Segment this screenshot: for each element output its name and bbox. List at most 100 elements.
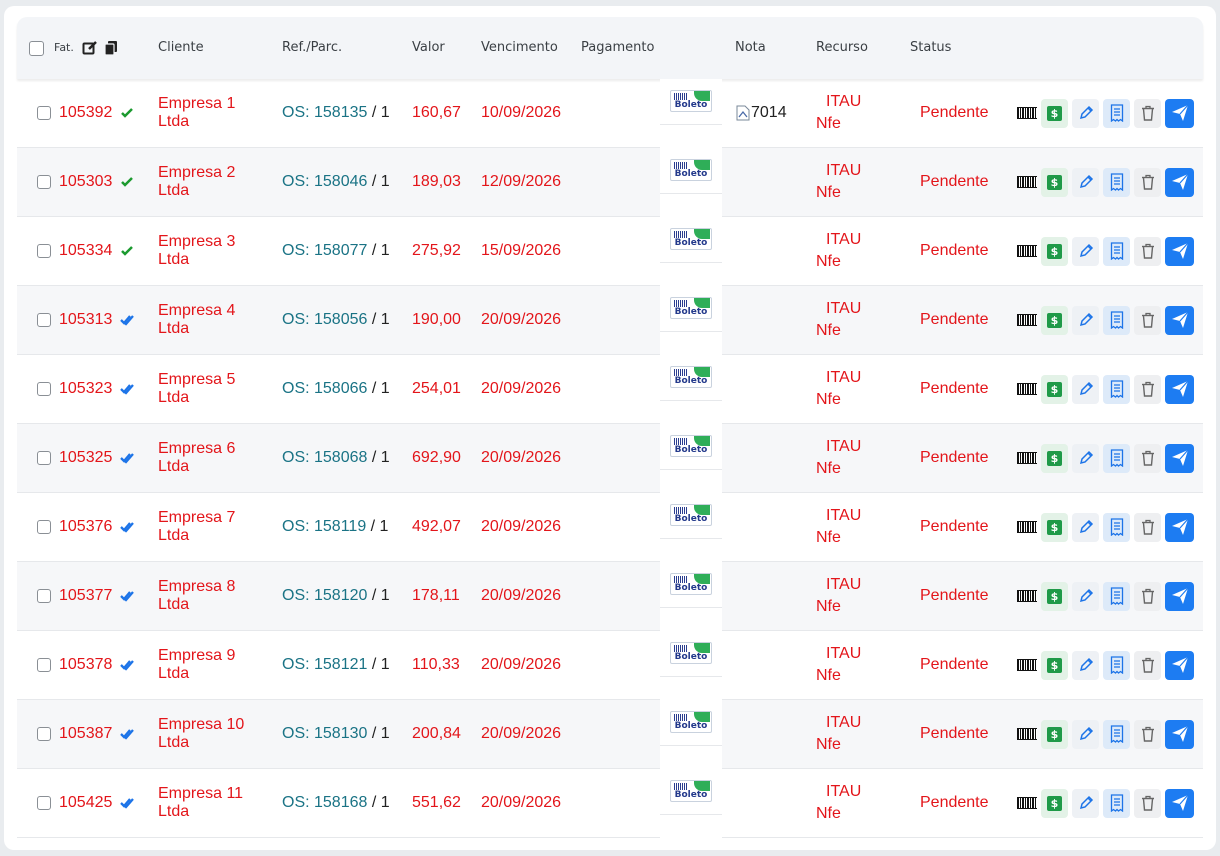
col-cliente[interactable]: Cliente [158, 40, 204, 55]
os-link[interactable]: OS: 158119 [282, 518, 367, 535]
client-name[interactable]: Empresa 5 [158, 371, 236, 388]
table-row[interactable]: 105377 Empresa 8 Ltda OS: 158120 / 1 178… [17, 562, 1203, 631]
table-row[interactable]: 105323 Empresa 5 Ltda OS: 158066 / 1 254… [17, 355, 1203, 424]
barcode-icon[interactable] [1017, 590, 1037, 602]
row-checkbox[interactable] [37, 520, 51, 534]
send-button[interactable] [1165, 236, 1194, 266]
pdf-icon[interactable] [735, 105, 751, 121]
boleto-icon[interactable]: Boleto [670, 780, 712, 802]
receipt-button[interactable] [1103, 719, 1130, 749]
edit-button[interactable] [1072, 719, 1099, 749]
edit-button[interactable] [1072, 167, 1099, 197]
table-row[interactable]: 105334 Empresa 3 Ltda OS: 158077 / 1 275… [17, 217, 1203, 286]
os-link[interactable]: OS: 158168 [282, 794, 368, 811]
row-checkbox[interactable] [37, 451, 51, 465]
delete-button[interactable] [1134, 98, 1161, 128]
client-suffix[interactable]: Ltda [158, 113, 190, 130]
delete-button[interactable] [1134, 512, 1161, 542]
barcode-icon[interactable] [1017, 728, 1037, 740]
payment-button[interactable]: $ [1041, 236, 1068, 266]
send-button[interactable] [1165, 374, 1194, 404]
table-row[interactable]: 105378 Empresa 9 Ltda OS: 158121 / 1 110… [17, 631, 1203, 700]
receipt-button[interactable] [1103, 374, 1130, 404]
send-button[interactable] [1165, 443, 1194, 473]
os-link[interactable]: OS: 158068 [282, 449, 368, 466]
table-row[interactable]: 105313 Empresa 4 Ltda OS: 158056 / 1 190… [17, 286, 1203, 355]
client-suffix[interactable]: Ltda [158, 665, 190, 682]
row-checkbox[interactable] [37, 175, 51, 189]
boleto-icon[interactable]: Boleto [670, 504, 712, 526]
client-name[interactable]: Empresa 7 [158, 509, 236, 526]
client-name[interactable]: Empresa 6 [158, 440, 236, 457]
payment-button[interactable]: $ [1041, 167, 1068, 197]
client-suffix[interactable]: Ltda [158, 251, 190, 268]
boleto-icon[interactable]: Boleto [670, 366, 712, 388]
barcode-icon[interactable] [1017, 107, 1037, 119]
edit-button[interactable] [1072, 650, 1099, 680]
os-link[interactable]: OS: 158135 [282, 104, 368, 121]
barcode-icon[interactable] [1017, 314, 1037, 326]
invoice-id-link[interactable]: 105376 [59, 518, 113, 535]
row-checkbox[interactable] [37, 658, 51, 672]
table-row[interactable]: 105303 Empresa 2 Ltda OS: 158046 / 1 189… [17, 148, 1203, 217]
boleto-icon[interactable]: Boleto [670, 435, 712, 457]
receipt-button[interactable] [1103, 443, 1130, 473]
client-suffix[interactable]: Ltda [158, 182, 190, 199]
invoice-id-link[interactable]: 105387 [59, 725, 113, 742]
row-checkbox[interactable] [37, 244, 51, 258]
boleto-icon[interactable]: Boleto [670, 711, 712, 733]
invoice-id-link[interactable]: 105323 [59, 380, 113, 397]
receipt-button[interactable] [1103, 236, 1130, 266]
edit-all-icon[interactable] [82, 40, 98, 56]
boleto-icon[interactable]: Boleto [670, 228, 712, 250]
row-checkbox[interactable] [37, 106, 51, 120]
invoice-id-link[interactable]: 105325 [59, 449, 113, 466]
payment-button[interactable]: $ [1041, 719, 1068, 749]
edit-button[interactable] [1072, 443, 1099, 473]
client-name[interactable]: Empresa 8 [158, 578, 236, 595]
send-button[interactable] [1165, 98, 1194, 128]
edit-button[interactable] [1072, 236, 1099, 266]
receipt-button[interactable] [1103, 650, 1130, 680]
client-name[interactable]: Empresa 3 [158, 233, 236, 250]
payment-button[interactable]: $ [1041, 443, 1068, 473]
delete-button[interactable] [1134, 443, 1161, 473]
client-name[interactable]: Empresa 11 [158, 785, 244, 802]
send-button[interactable] [1165, 512, 1194, 542]
client-suffix[interactable]: Ltda [158, 734, 190, 751]
barcode-icon[interactable] [1017, 176, 1037, 188]
invoice-id-link[interactable]: 105303 [59, 173, 113, 190]
col-nota[interactable]: Nota [735, 40, 766, 55]
table-row[interactable]: 105325 Empresa 6 Ltda OS: 158068 / 1 692… [17, 424, 1203, 493]
receipt-button[interactable] [1103, 305, 1130, 335]
boleto-icon[interactable]: Boleto [670, 90, 712, 112]
col-vencimento[interactable]: Vencimento [481, 40, 558, 55]
nota-number[interactable]: 7014 [751, 104, 787, 121]
client-name[interactable]: Empresa 4 [158, 302, 236, 319]
delete-button[interactable] [1134, 719, 1161, 749]
payment-button[interactable]: $ [1041, 98, 1068, 128]
delete-button[interactable] [1134, 650, 1161, 680]
client-name[interactable]: Empresa 10 [158, 716, 245, 733]
barcode-icon[interactable] [1017, 383, 1037, 395]
invoice-id-link[interactable]: 105334 [59, 242, 113, 259]
boleto-icon[interactable]: Boleto [670, 159, 712, 181]
col-pagamento[interactable]: Pagamento [581, 40, 655, 55]
receipt-button[interactable] [1103, 788, 1130, 818]
select-all-checkbox[interactable] [29, 40, 44, 56]
os-link[interactable]: OS: 158077 [282, 242, 368, 259]
table-row[interactable]: 105392 Empresa 1 Ltda OS: 158135 / 1 160… [17, 79, 1203, 148]
col-status[interactable]: Status [910, 40, 952, 55]
row-checkbox[interactable] [37, 589, 51, 603]
barcode-icon[interactable] [1017, 452, 1037, 464]
invoice-id-link[interactable]: 105377 [59, 587, 113, 604]
os-link[interactable]: OS: 158121 [282, 656, 368, 673]
boleto-icon[interactable]: Boleto [670, 642, 712, 664]
row-checkbox[interactable] [37, 727, 51, 741]
os-link[interactable]: OS: 158046 [282, 173, 368, 190]
col-valor[interactable]: Valor [412, 40, 445, 55]
receipt-button[interactable] [1103, 98, 1130, 128]
barcode-icon[interactable] [1017, 797, 1037, 809]
client-suffix[interactable]: Ltda [158, 596, 190, 613]
client-suffix[interactable]: Ltda [158, 320, 190, 337]
